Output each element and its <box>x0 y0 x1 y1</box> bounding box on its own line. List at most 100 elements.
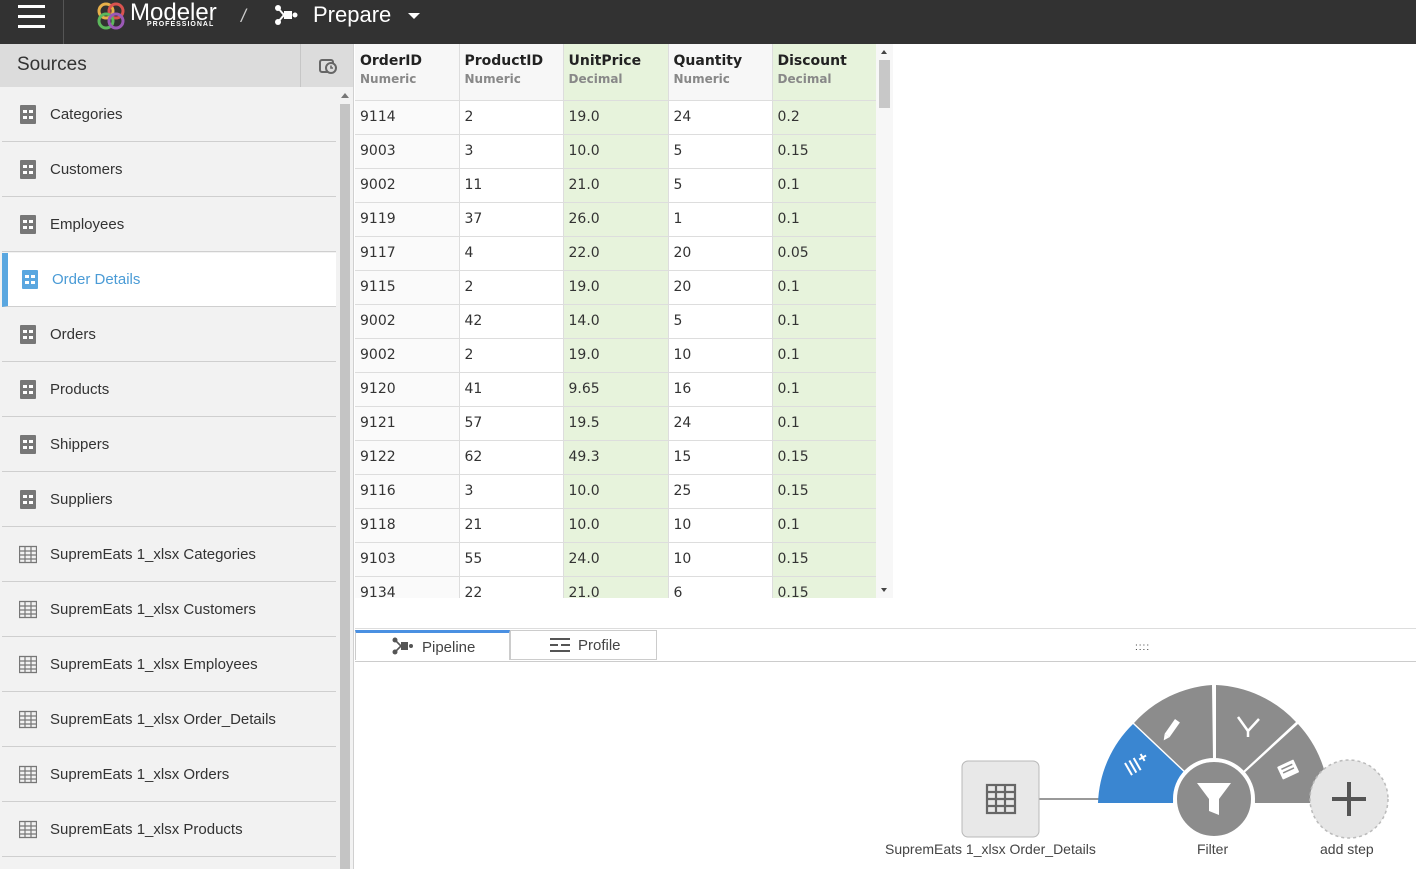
source-item[interactable]: Order Details <box>2 253 336 307</box>
table-row[interactable]: 9114 2 19.0 24 0.2 <box>355 100 877 135</box>
table-cell[interactable]: 62 <box>459 440 564 475</box>
table-cell[interactable]: 10 <box>668 508 773 543</box>
table-cell[interactable]: 0.1 <box>772 338 877 373</box>
table-cell[interactable]: 0.1 <box>772 168 877 203</box>
table-cell[interactable]: 9119 <box>355 202 460 237</box>
source-item[interactable]: SupremEats 1_xlsx Products <box>2 803 336 857</box>
table-cell[interactable]: 1 <box>668 202 773 237</box>
table-cell[interactable]: 10 <box>668 542 773 577</box>
table-cell[interactable]: 0.1 <box>772 304 877 339</box>
table-cell[interactable]: 9134 <box>355 576 460 598</box>
table-cell[interactable]: 2 <box>459 100 564 135</box>
table-cell[interactable]: 9.65 <box>563 372 669 407</box>
table-cell[interactable]: 21 <box>459 508 564 543</box>
table-cell[interactable]: 49.3 <box>563 440 669 475</box>
table-cell[interactable]: 9121 <box>355 406 460 441</box>
table-cell[interactable]: 0.1 <box>772 372 877 407</box>
radial-add-column-segment[interactable] <box>1098 724 1188 803</box>
table-cell[interactable]: 25 <box>668 474 773 509</box>
table-cell[interactable]: 9116 <box>355 474 460 509</box>
table-cell[interactable]: 19.0 <box>563 338 669 373</box>
table-row[interactable]: 9116 3 10.0 25 0.15 <box>355 474 877 509</box>
table-cell[interactable]: 15 <box>668 440 773 475</box>
table-cell[interactable]: 14.0 <box>563 304 669 339</box>
scroll-up-icon[interactable] <box>881 50 887 54</box>
table-cell[interactable]: 37 <box>459 202 564 237</box>
source-item[interactable]: SupremEats 1_xlsx Order_Details <box>2 693 336 747</box>
table-row[interactable]: 9134 22 21.0 6 0.15 <box>355 576 877 598</box>
table-row[interactable]: 9119 37 26.0 1 0.1 <box>355 202 877 237</box>
table-cell[interactable]: 24 <box>668 406 773 441</box>
table-cell[interactable]: 6 <box>668 576 773 598</box>
table-cell[interactable]: 0.2 <box>772 100 877 135</box>
table-cell[interactable]: 0.1 <box>772 202 877 237</box>
table-cell[interactable]: 19.5 <box>563 406 669 441</box>
table-cell[interactable]: 10.0 <box>563 474 669 509</box>
table-cell[interactable]: 0.15 <box>772 134 877 169</box>
table-cell[interactable]: 11 <box>459 168 564 203</box>
table-row[interactable]: 9103 55 24.0 10 0.15 <box>355 542 877 577</box>
hamburger-menu-button[interactable] <box>0 0 64 44</box>
source-item[interactable]: SupremEats 1_xlsx Employees <box>2 638 336 692</box>
radial-merge-segment[interactable] <box>1216 685 1296 775</box>
table-cell[interactable]: 9117 <box>355 236 460 271</box>
scroll-up-icon[interactable] <box>341 93 349 98</box>
table-cell[interactable]: 20 <box>668 236 773 271</box>
table-cell[interactable]: 0.1 <box>772 406 877 441</box>
table-row[interactable]: 9002 2 19.0 10 0.1 <box>355 338 877 373</box>
table-row[interactable]: 9115 2 19.0 20 0.1 <box>355 270 877 305</box>
table-cell[interactable]: 9002 <box>355 338 460 373</box>
table-cell[interactable]: 57 <box>459 406 564 441</box>
table-cell[interactable]: 9114 <box>355 100 460 135</box>
grid-scrollbar[interactable] <box>876 44 893 598</box>
table-cell[interactable]: 42 <box>459 304 564 339</box>
table-cell[interactable]: 2 <box>459 338 564 373</box>
table-cell[interactable]: 22 <box>459 576 564 598</box>
table-cell[interactable]: 0.15 <box>772 542 877 577</box>
table-cell[interactable]: 3 <box>459 134 564 169</box>
table-cell[interactable]: 10.0 <box>563 134 669 169</box>
scroll-down-icon[interactable] <box>881 588 887 592</box>
table-row[interactable]: 9117 4 22.0 20 0.05 <box>355 236 877 271</box>
table-cell[interactable]: 41 <box>459 372 564 407</box>
source-item[interactable]: SupremEats 1_xlsx Customers <box>2 583 336 637</box>
table-row[interactable]: 9002 11 21.0 5 0.1 <box>355 168 877 203</box>
table-cell[interactable]: 24.0 <box>563 542 669 577</box>
table-cell[interactable]: 2 <box>459 270 564 305</box>
table-cell[interactable]: 22.0 <box>563 236 669 271</box>
table-row[interactable]: 9002 42 14.0 5 0.1 <box>355 304 877 339</box>
table-cell[interactable]: 21.0 <box>563 576 669 598</box>
table-cell[interactable]: 16 <box>668 372 773 407</box>
table-cell[interactable]: 19.0 <box>563 270 669 305</box>
table-cell[interactable]: 0.15 <box>772 474 877 509</box>
tab-profile[interactable]: Profile <box>510 630 657 660</box>
source-item[interactable]: Products <box>2 363 336 417</box>
table-cell[interactable]: 26.0 <box>563 202 669 237</box>
table-row[interactable]: 9121 57 19.5 24 0.1 <box>355 406 877 441</box>
table-cell[interactable]: 19.0 <box>563 100 669 135</box>
source-item[interactable]: Orders <box>2 308 336 362</box>
table-cell[interactable]: 9103 <box>355 542 460 577</box>
table-cell[interactable]: 0.15 <box>772 576 877 598</box>
table-row[interactable]: 9120 41 9.65 16 0.1 <box>355 372 877 407</box>
table-cell[interactable]: 0.05 <box>772 236 877 271</box>
table-cell[interactable]: 0.15 <box>772 440 877 475</box>
table-row[interactable]: 9003 3 10.0 5 0.15 <box>355 134 877 169</box>
table-cell[interactable]: 5 <box>668 168 773 203</box>
current-view-title[interactable]: Prepare <box>313 2 392 27</box>
table-cell[interactable]: 4 <box>459 236 564 271</box>
table-cell[interactable]: 0.1 <box>772 270 877 305</box>
grid-scroll-thumb[interactable] <box>879 60 890 108</box>
sidebar-scrollbar[interactable] <box>337 90 353 869</box>
table-cell[interactable]: 9002 <box>355 168 460 203</box>
table-cell[interactable]: 3 <box>459 474 564 509</box>
source-item[interactable]: SupremEats 1_xlsx Categories <box>2 528 336 582</box>
table-cell[interactable]: 24 <box>668 100 773 135</box>
table-row[interactable]: 9122 62 49.3 15 0.15 <box>355 440 877 475</box>
table-cell[interactable]: 9120 <box>355 372 460 407</box>
panel-resize-handle[interactable]: :::: <box>1135 642 1151 653</box>
table-cell[interactable]: 9115 <box>355 270 460 305</box>
table-cell[interactable]: 9118 <box>355 508 460 543</box>
source-item[interactable]: Employees <box>2 198 336 252</box>
source-item[interactable]: Categories <box>2 88 336 142</box>
